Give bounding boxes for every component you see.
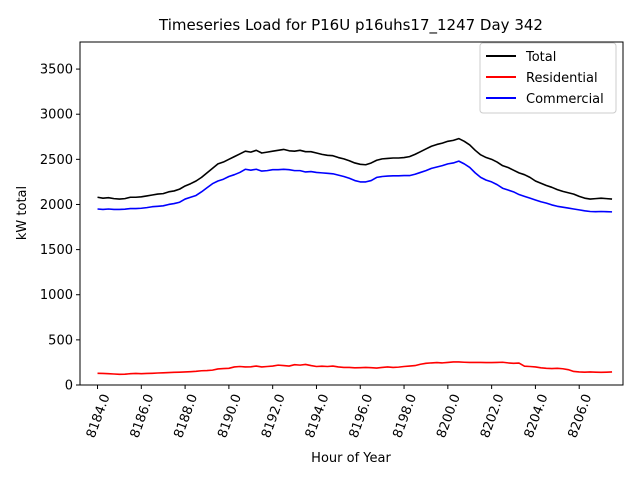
y-axis-label: kW total xyxy=(15,186,30,240)
legend-label-residential: Residential xyxy=(526,71,598,86)
series-line-residential xyxy=(97,361,613,376)
series-line-commercial xyxy=(97,160,613,213)
y-tick-label: 2000 xyxy=(40,198,73,213)
chart-title: Timeseries Load for P16U p16uhs17_1247 D… xyxy=(158,16,543,35)
x-axis-label: Hour of Year xyxy=(311,451,391,466)
series-line-total xyxy=(97,137,613,200)
legend-label-total: Total xyxy=(525,50,556,65)
legend-label-commercial: Commercial xyxy=(526,92,604,107)
y-tick-label: 0 xyxy=(65,379,73,394)
legend: Total Residential Commercial xyxy=(479,42,617,114)
y-axis-ticks: 0 500 1000 1500 2000 2500 3000 3500 xyxy=(40,63,80,394)
y-tick-label: 500 xyxy=(48,333,73,348)
y-tick-label: 1000 xyxy=(40,288,73,303)
y-tick-label: 1500 xyxy=(40,243,73,258)
series-layer xyxy=(97,137,613,376)
legend-box xyxy=(479,42,617,114)
y-tick-label: 3500 xyxy=(40,63,73,78)
y-tick-label: 3000 xyxy=(40,108,73,123)
y-tick-label: 2500 xyxy=(40,153,73,168)
